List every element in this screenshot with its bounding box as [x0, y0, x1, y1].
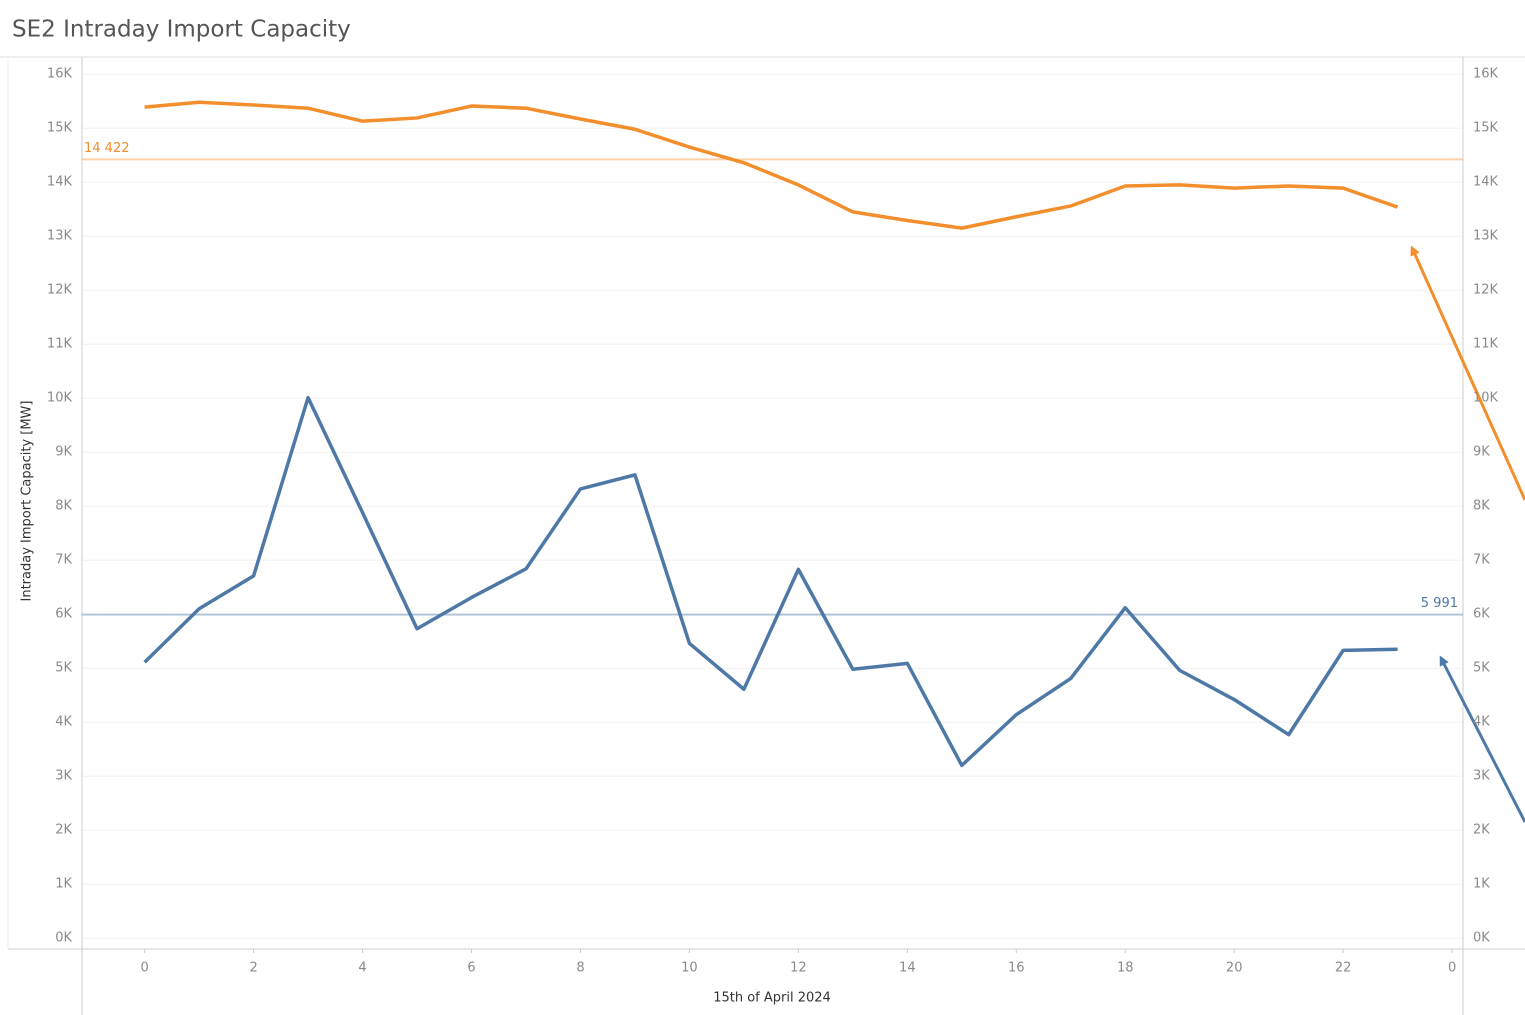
grid	[82, 73, 1463, 939]
y2-tick-label: 8K	[1473, 499, 1490, 514]
x-tick-label: 22	[1335, 961, 1352, 976]
x-tick-label: 8	[576, 961, 584, 976]
y-tick-label: 12K	[47, 283, 73, 298]
y2-tick-label: 15K	[1473, 121, 1499, 136]
y2-tick-label: 10K	[1473, 391, 1499, 406]
y-tick-label: 5K	[55, 661, 72, 676]
y2-tick-label: 14K	[1473, 175, 1499, 190]
x-tick-label: 18	[1117, 961, 1134, 976]
x-tick-label: 14	[899, 961, 916, 976]
y2-tick-label: 1K	[1473, 877, 1490, 892]
y-tick-label: 7K	[55, 553, 72, 568]
y-tick-label: 9K	[55, 445, 72, 460]
y2-tick-label: 12K	[1473, 283, 1499, 298]
annotation-arrow	[1410, 245, 1525, 501]
x-axis-title: 15th of April 2024	[713, 991, 831, 1006]
y2-tick-label: 3K	[1473, 769, 1490, 784]
y2-tick-label: 6K	[1473, 607, 1490, 622]
y-tick-label: 11K	[47, 337, 73, 352]
y2-tick-label: 5K	[1473, 661, 1490, 676]
y2-tick-label: 0K	[1473, 931, 1490, 946]
y-tick-label: 14K	[47, 175, 73, 190]
y-axis-title: Intraday Import Capacity [MW]	[20, 401, 35, 602]
x-tick-label: 6	[467, 961, 475, 976]
reference-label: 14 422	[84, 141, 130, 156]
x-tick-label: 0	[141, 961, 149, 976]
y-tick-label: 1K	[55, 877, 72, 892]
y-tick-label: 8K	[55, 499, 72, 514]
y-tick-label: 16K	[47, 67, 73, 82]
x-tick-label: 10	[681, 961, 698, 976]
y-tick-label: 2K	[55, 823, 72, 838]
x-tick-label: 2	[249, 961, 257, 976]
series-line	[143, 395, 1398, 768]
series-line	[144, 100, 1399, 230]
x-tick-label: 16	[1008, 961, 1025, 976]
x-tick-label: 12	[790, 961, 807, 976]
x-tick-label: 4	[358, 961, 366, 976]
y-tick-label: 6K	[55, 607, 72, 622]
y-tick-label: 13K	[47, 229, 73, 244]
x-tick-label: 20	[1226, 961, 1243, 976]
y2-tick-label: 2K	[1473, 823, 1490, 838]
y2-tick-label: 7K	[1473, 553, 1490, 568]
y-tick-label: 10K	[47, 391, 73, 406]
y2-tick-label: 9K	[1473, 445, 1490, 460]
y-tick-label: 15K	[47, 121, 73, 136]
chart-title: SE2 Intraday Import Capacity	[12, 17, 351, 43]
y2-tick-label: 13K	[1473, 229, 1499, 244]
y2-tick-label: 11K	[1473, 337, 1499, 352]
y-tick-label: 0K	[55, 931, 72, 946]
x-tick-label: 0	[1448, 961, 1456, 976]
reference-label: 5 991	[1421, 596, 1458, 611]
y-tick-label: 4K	[55, 715, 72, 730]
y-tick-label: 3K	[55, 769, 72, 784]
y2-tick-label: 16K	[1473, 67, 1499, 82]
annotation-arrow	[1439, 655, 1525, 823]
y2-tick-label: 4K	[1473, 715, 1490, 730]
